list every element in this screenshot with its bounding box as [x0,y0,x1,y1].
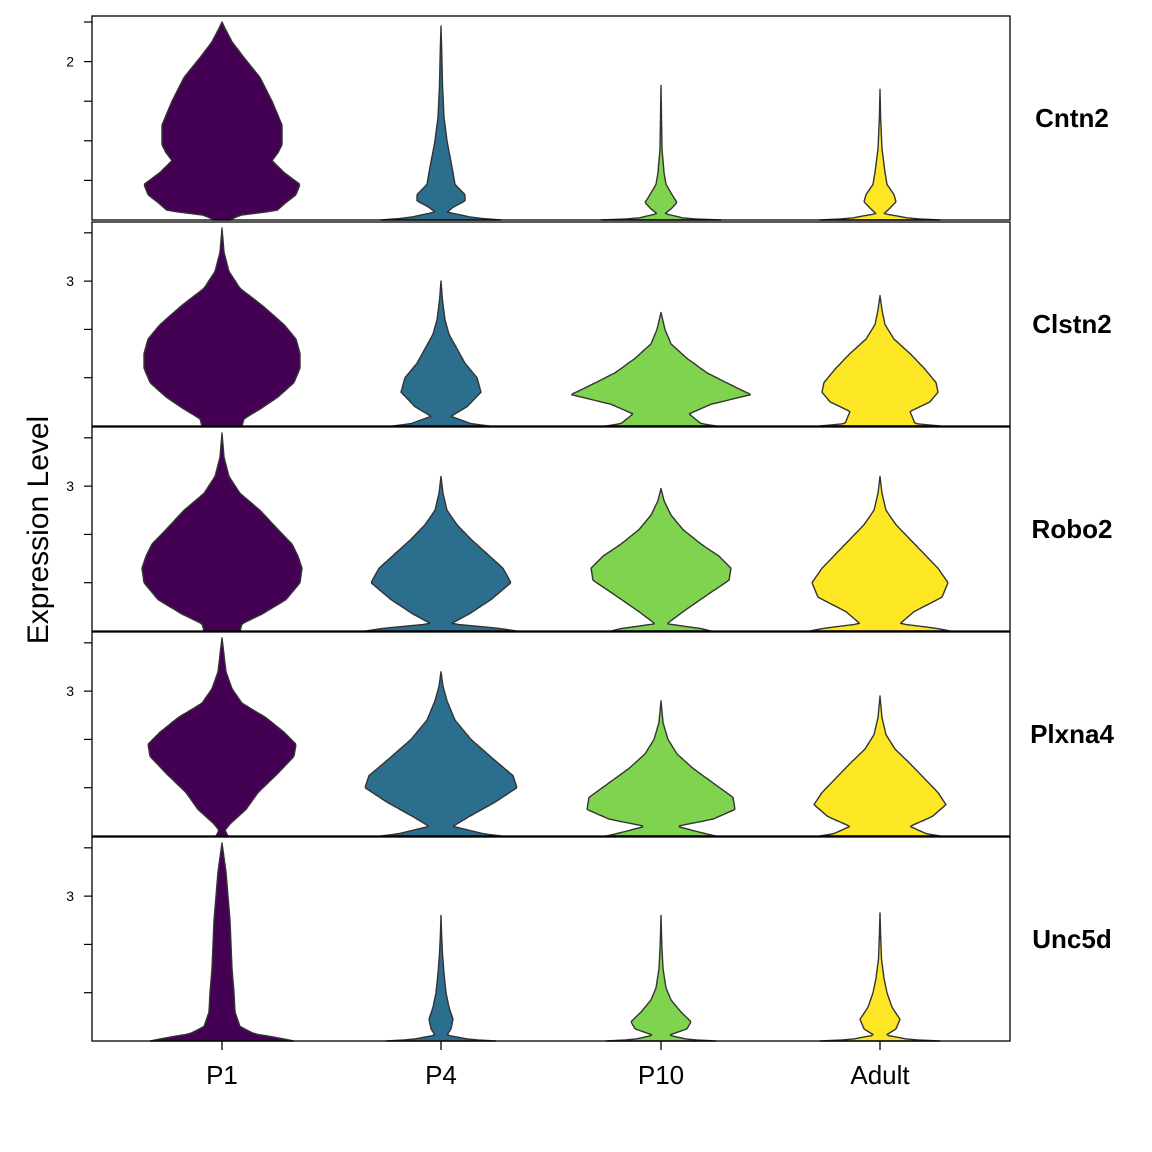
violin-clstn2-adult [819,294,941,427]
panel-border [91,631,1011,837]
gene-label-robo2: Robo2 [1032,514,1113,544]
y-tick-label: 3 [66,478,74,494]
violin-cntn2-p1 [143,21,301,221]
violin-clstn2-p4 [392,280,490,427]
x-tick-label-p10: P10 [638,1060,684,1090]
panel-border [91,836,1011,1042]
violin-plxna4-p4 [364,671,518,837]
y-axis-title: Expression Level [22,416,55,644]
violin-cntn2-p4 [380,25,502,221]
y-tick-label: 3 [66,888,74,904]
x-tick-label-adult: Adult [850,1060,910,1090]
panel-robo2: 3 Robo2 [66,426,1113,632]
violin-unc5d-adult [819,912,941,1042]
gene-label-clstn2: Clstn2 [1032,309,1111,339]
violin-unc5d-p4 [385,914,497,1042]
panel-clstn2: 3 Clstn2 [66,221,1112,427]
x-tick-label-p1: P1 [206,1060,238,1090]
panel-border [91,426,1011,632]
violin-unc5d-p10 [605,914,717,1042]
y-tick-label: 2 [66,54,74,70]
violin-cntn2-p10 [600,84,722,221]
violin-robo2-p10 [590,487,732,632]
panel-border [91,221,1011,427]
violin-plxna4-adult [813,695,947,837]
panel-cntn2: 2 Cntn2 [66,15,1109,221]
panel-unc5d: 3 Unc5d [66,836,1112,1042]
gene-label-cntn2: Cntn2 [1035,103,1109,133]
y-tick-label: 3 [66,683,74,699]
y-tick-label: 3 [66,273,74,289]
x-tick-label-p4: P4 [425,1060,457,1090]
violin-robo2-p1 [141,432,303,632]
violin-clstn2-p10 [571,311,751,427]
gene-label-plxna4: Plxna4 [1030,719,1114,749]
violin-robo2-adult [809,475,951,632]
violin-plxna4-p1 [147,637,297,837]
violin-plxna4-p10 [586,700,736,837]
violin-cntn2-adult [819,88,941,221]
panel-plxna4: 3 Plxna4 [66,631,1114,837]
gene-label-unc5d: Unc5d [1032,924,1111,954]
violin-clstn2-p1 [143,227,301,427]
violin-unc5d-p1 [149,842,295,1042]
panel-border [91,15,1011,221]
violin-robo2-p4 [365,475,517,632]
